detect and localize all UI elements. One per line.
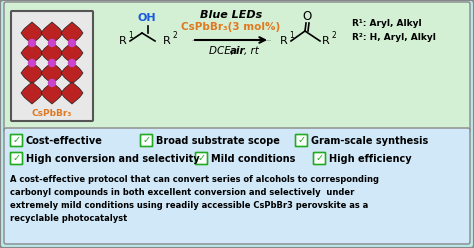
Text: ✓: ✓	[12, 154, 20, 163]
Polygon shape	[21, 42, 43, 64]
Polygon shape	[21, 22, 43, 44]
Polygon shape	[41, 62, 63, 84]
FancyBboxPatch shape	[10, 134, 22, 147]
Text: ✓: ✓	[198, 154, 206, 163]
Polygon shape	[61, 42, 83, 64]
Text: R: R	[163, 36, 171, 46]
FancyBboxPatch shape	[140, 134, 153, 147]
Circle shape	[69, 60, 75, 66]
FancyBboxPatch shape	[195, 153, 208, 164]
Text: High conversion and selectivity: High conversion and selectivity	[26, 154, 200, 163]
Polygon shape	[61, 22, 83, 44]
Polygon shape	[41, 82, 63, 104]
FancyBboxPatch shape	[4, 128, 470, 244]
Text: , rt: , rt	[244, 46, 259, 56]
Circle shape	[28, 60, 36, 66]
Text: Blue LEDs: Blue LEDs	[200, 10, 262, 20]
Text: O: O	[302, 9, 311, 23]
Polygon shape	[61, 82, 83, 104]
Text: 1: 1	[128, 31, 133, 40]
Circle shape	[69, 39, 75, 47]
Text: ✓: ✓	[298, 135, 306, 146]
Text: 2: 2	[173, 31, 177, 40]
Circle shape	[48, 60, 55, 66]
Text: ✓: ✓	[143, 135, 151, 146]
FancyBboxPatch shape	[11, 11, 93, 121]
FancyBboxPatch shape	[313, 153, 326, 164]
Text: 1: 1	[290, 31, 294, 40]
Circle shape	[48, 39, 55, 47]
Text: R: R	[280, 36, 288, 46]
Text: ✓: ✓	[12, 135, 20, 146]
FancyBboxPatch shape	[10, 153, 22, 164]
Text: R: R	[322, 36, 330, 46]
Text: DCE,: DCE,	[209, 46, 237, 56]
Text: R²: H, Aryl, Alkyl: R²: H, Aryl, Alkyl	[352, 33, 436, 42]
Text: Cost-effective: Cost-effective	[26, 135, 103, 146]
Text: OH: OH	[137, 13, 156, 23]
Polygon shape	[41, 42, 63, 64]
Text: recyclable photocatalyst: recyclable photocatalyst	[10, 214, 127, 223]
Text: Broad substrate scope: Broad substrate scope	[156, 135, 280, 146]
Text: R¹: Aryl, Alkyl: R¹: Aryl, Alkyl	[352, 19, 422, 28]
Text: High efficiency: High efficiency	[329, 154, 411, 163]
Text: air: air	[230, 46, 246, 56]
Text: CsPbBr₃: CsPbBr₃	[32, 109, 72, 118]
Text: Mild conditions: Mild conditions	[211, 154, 295, 163]
FancyBboxPatch shape	[4, 2, 470, 132]
Polygon shape	[21, 62, 43, 84]
Text: Gram-scale synthesis: Gram-scale synthesis	[311, 135, 428, 146]
Text: ✓: ✓	[315, 154, 324, 163]
Text: extremely mild conditions using readily accessible CsPbBr3 perovskite as a: extremely mild conditions using readily …	[10, 201, 368, 210]
Text: 2: 2	[332, 31, 337, 40]
Text: CsPbBr₃(3 mol%): CsPbBr₃(3 mol%)	[182, 22, 281, 32]
Text: A cost-effective protocol that can convert series of alcohols to corresponding: A cost-effective protocol that can conve…	[10, 175, 379, 184]
Text: carbonyl compounds in both excellent conversion and selectively  under: carbonyl compounds in both excellent con…	[10, 188, 355, 197]
Polygon shape	[41, 22, 63, 44]
Circle shape	[28, 39, 36, 47]
Text: R: R	[119, 36, 127, 46]
Polygon shape	[61, 62, 83, 84]
FancyBboxPatch shape	[295, 134, 308, 147]
Polygon shape	[21, 82, 43, 104]
Circle shape	[48, 80, 55, 87]
